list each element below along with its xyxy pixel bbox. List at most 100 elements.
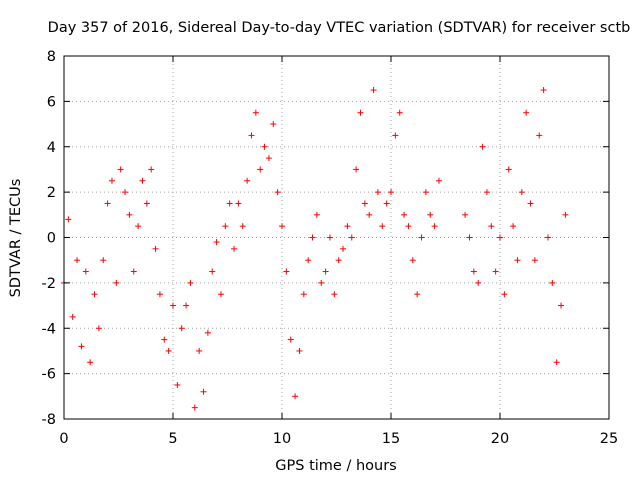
y-tick-label: 6 [47, 94, 56, 110]
data-point [305, 257, 312, 264]
data-point [422, 189, 429, 196]
data-point [374, 189, 381, 196]
data-point [313, 211, 320, 218]
data-point [418, 234, 425, 241]
y-tick-label: -4 [42, 321, 56, 337]
data-point [379, 223, 386, 230]
data-point [87, 359, 94, 366]
data-point [187, 279, 194, 286]
x-tick-label: 0 [59, 431, 68, 447]
data-point [361, 200, 368, 207]
data-point [370, 87, 377, 94]
data-point [148, 166, 155, 173]
data-point [104, 200, 111, 207]
x-tick-label: 25 [600, 431, 618, 447]
x-tick-label: 20 [491, 431, 509, 447]
data-point [558, 302, 565, 309]
data-point [514, 257, 521, 264]
data-point [139, 177, 146, 184]
data-point [100, 257, 107, 264]
data-point [488, 223, 495, 230]
data-point [353, 166, 360, 173]
data-point [226, 200, 233, 207]
data-point [174, 381, 181, 388]
data-point [204, 329, 211, 336]
data-point [300, 291, 307, 298]
grid-lines [64, 56, 609, 419]
data-point [527, 200, 534, 207]
data-point [405, 223, 412, 230]
data-point [518, 189, 525, 196]
data-point [287, 336, 294, 343]
data-point [431, 223, 438, 230]
data-point [117, 166, 124, 173]
data-point [235, 200, 242, 207]
data-point [562, 211, 569, 218]
data-point [69, 313, 76, 320]
data-point [401, 211, 408, 218]
data-point [366, 211, 373, 218]
data-point [244, 177, 251, 184]
data-point [344, 223, 351, 230]
data-point [74, 257, 81, 264]
y-tick-label: -2 [42, 276, 56, 292]
data-point [248, 132, 255, 139]
data-point [82, 268, 89, 275]
data-point [191, 404, 198, 411]
data-point [91, 291, 98, 298]
data-point [265, 155, 272, 162]
data-point [388, 189, 394, 196]
data-point [409, 257, 416, 264]
data-point [309, 234, 316, 241]
data-point [483, 189, 490, 196]
data-point [523, 109, 530, 116]
axis-ticks: 0 5 10 15 20 25 -8 -6 -4 -2 0 2 4 6 8 [42, 49, 619, 447]
data-point [544, 234, 551, 241]
y-axis-label: SDTVAR / TECUs [8, 179, 24, 298]
data-point [357, 109, 364, 116]
data-point [231, 245, 238, 252]
data-point [497, 234, 503, 241]
data-point [536, 132, 543, 139]
data-point [135, 223, 142, 230]
y-tick-label: 4 [47, 140, 56, 156]
x-axis-label: GPS time / hours [275, 458, 396, 474]
data-point [479, 143, 486, 150]
data-point [470, 268, 477, 275]
data-point [152, 245, 159, 252]
y-tick-label: 8 [47, 49, 56, 65]
data-point [113, 279, 120, 286]
data-point [549, 279, 556, 286]
data-point [331, 291, 338, 298]
data-point [435, 177, 442, 184]
data-point [178, 325, 185, 332]
data-point [553, 359, 560, 366]
data-point [156, 291, 163, 298]
y-tick-label: -8 [42, 412, 56, 428]
data-point [239, 223, 246, 230]
data-point [261, 143, 268, 150]
data-point [492, 268, 499, 275]
data-point [292, 393, 299, 400]
data-point [348, 234, 355, 241]
data-point [475, 279, 482, 286]
data-point [161, 336, 168, 343]
data-point [222, 223, 229, 230]
data-point [296, 347, 303, 354]
data-point [340, 245, 347, 252]
data-point [540, 87, 547, 94]
data-point [531, 257, 538, 264]
data-point [196, 347, 203, 354]
data-point [217, 291, 224, 298]
data-point [505, 166, 512, 173]
data-point [130, 268, 137, 275]
x-tick-label: 5 [168, 431, 177, 447]
data-point [122, 189, 129, 196]
data-point [165, 347, 172, 354]
data-point [200, 388, 207, 395]
data-point [335, 257, 342, 264]
data-point [510, 223, 517, 230]
data-point [414, 291, 421, 298]
data-point [143, 200, 150, 207]
